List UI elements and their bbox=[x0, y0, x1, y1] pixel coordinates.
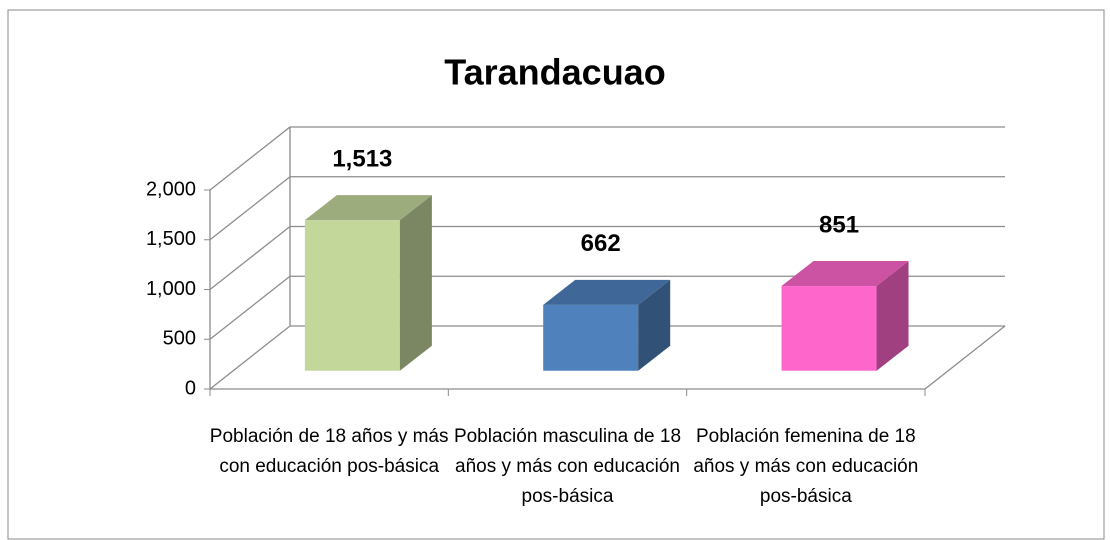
bar-side bbox=[876, 261, 909, 371]
chart-border bbox=[7, 9, 1105, 540]
x-tick-label-box: Población masculina de 18 años y más con… bbox=[453, 426, 682, 507]
floor-edge bbox=[924, 325, 1006, 390]
x-tick-label: Población masculina de 18 años y más con… bbox=[453, 426, 682, 507]
x-tick-label: Población de 18 años y más con educación… bbox=[209, 426, 449, 477]
bar-front bbox=[781, 286, 877, 371]
bar-side bbox=[638, 279, 671, 371]
x-tick-label-box: Población femenina de 18 años y más con … bbox=[693, 426, 919, 507]
bar bbox=[781, 261, 909, 371]
bar-top bbox=[781, 261, 909, 287]
y-tick-label: 0 bbox=[185, 377, 196, 399]
bar bbox=[304, 195, 432, 371]
y-tick-label: 2,000 bbox=[146, 178, 196, 200]
data-label: 851 bbox=[819, 211, 859, 238]
x-tick-label-box: Población de 18 años y más con educación… bbox=[209, 426, 449, 477]
x-tick-label: Población femenina de 18 años y más con … bbox=[693, 426, 919, 507]
bar-front bbox=[543, 304, 639, 371]
bar-top bbox=[304, 195, 432, 221]
bar bbox=[543, 279, 671, 371]
bar-top bbox=[543, 279, 671, 305]
y-tick-label: 1,000 bbox=[146, 278, 196, 300]
bar-front bbox=[304, 220, 400, 371]
data-label: 662 bbox=[581, 230, 621, 257]
y-tick-label: 1,500 bbox=[146, 228, 196, 250]
bar-side bbox=[399, 195, 432, 371]
chart-title: Tarandacuao bbox=[444, 52, 665, 93]
y-tick-label: 500 bbox=[163, 328, 196, 350]
data-label: 1,513 bbox=[332, 146, 392, 173]
